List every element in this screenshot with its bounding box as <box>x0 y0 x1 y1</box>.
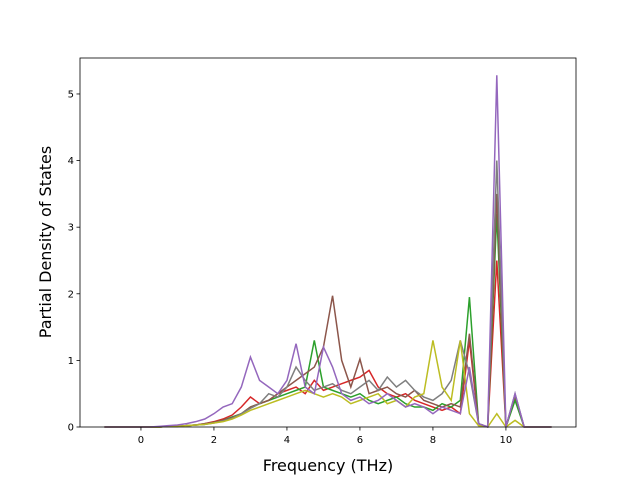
x-tick-label: 6 <box>357 435 363 446</box>
pdos-line <box>104 160 552 429</box>
y-tick-label: 1 <box>68 356 74 367</box>
pdos-line <box>104 75 552 429</box>
y-tick-label: 4 <box>68 156 74 167</box>
pdos-line <box>104 340 552 429</box>
pdos-line <box>104 260 552 429</box>
x-tick-label: 2 <box>211 435 217 446</box>
y-axis-label: Partial Density of States <box>36 146 55 338</box>
y-tick-label: 2 <box>68 289 74 300</box>
axes-frame <box>79 57 577 428</box>
y-tick-label: 5 <box>68 89 74 100</box>
x-tick-label: 4 <box>284 435 290 446</box>
x-tick-label: 10 <box>500 435 513 446</box>
pdos-line <box>104 193 552 429</box>
y-tick-label: 3 <box>68 223 74 234</box>
x-tick-label: 8 <box>430 435 436 446</box>
x-axis-label: Frequency (THz) <box>263 456 393 475</box>
x-tick-label: 0 <box>138 435 144 446</box>
y-tick-label: 0 <box>68 423 74 434</box>
